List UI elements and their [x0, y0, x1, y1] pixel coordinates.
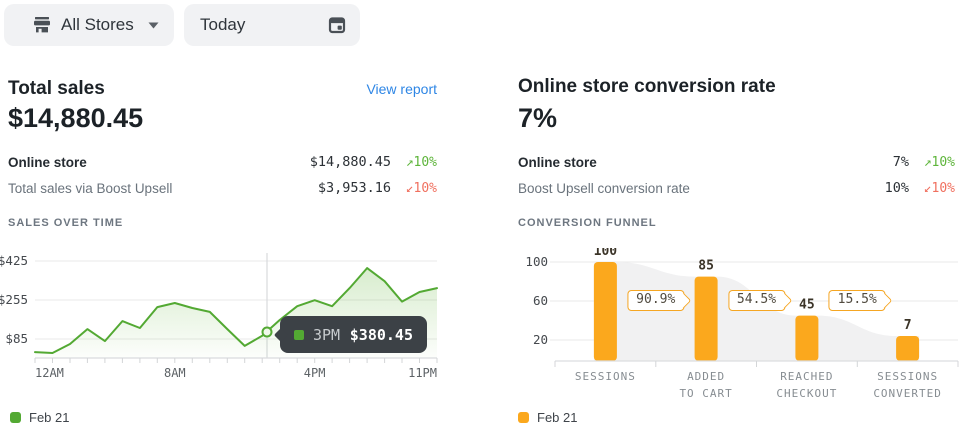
svg-text:8AM: 8AM: [164, 366, 186, 380]
tooltip-time: 3PM: [313, 325, 341, 344]
metric-label: Online store: [518, 154, 597, 170]
tooltip-value: $380.45: [349, 325, 413, 344]
metric-value: $3,953.16: [317, 180, 391, 196]
date-filter-label: Today: [200, 15, 246, 34]
svg-text:REACHED: REACHED: [780, 370, 833, 383]
svg-text:ADDED: ADDED: [687, 370, 725, 383]
funnel-bar-value: 45: [799, 298, 815, 313]
sales-line-series: [34, 267, 438, 354]
chart-tooltip: 3PM $380.45: [280, 316, 427, 353]
store-filter-label: All Stores: [61, 15, 134, 34]
funnel-bar-value: 85: [698, 259, 714, 274]
total-sales-title: Total sales: [8, 78, 105, 99]
calendar-icon: [328, 17, 346, 34]
funnel-chart-caption: CONVERSION FUNNEL: [518, 217, 657, 229]
svg-text:TO CART: TO CART: [679, 387, 732, 400]
x-axis-ticks: [34, 358, 438, 363]
view-report-link[interactable]: View report: [366, 81, 437, 97]
date-filter-button[interactable]: Today: [184, 4, 360, 46]
svg-text:$425: $425: [0, 253, 28, 268]
svg-text:11PM: 11PM: [408, 366, 437, 380]
svg-text:SESSIONS: SESSIONS: [575, 370, 636, 383]
funnel-backdrop-area: [593, 262, 920, 361]
conversion-rate-value: 7%: [518, 103, 558, 133]
funnel-bar[interactable]: [694, 276, 718, 361]
metric-label: Total sales via Boost Upsell: [8, 180, 173, 196]
metric-row: Boost Upsell conversion rate 10% ↙10%: [518, 175, 955, 201]
metric-row: Online store 7% ↗10%: [518, 149, 955, 175]
hover-point: [261, 326, 273, 338]
sales-legend-swatch: [10, 412, 21, 423]
svg-text:CONVERTED: CONVERTED: [873, 387, 942, 400]
metric-value: 10%: [884, 180, 909, 196]
conversion-rate-title: Online store conversion rate: [518, 76, 776, 97]
svg-text:60: 60: [533, 293, 548, 308]
metric-change-down: ↙10%: [405, 180, 437, 196]
metric-change-up: ↗10%: [405, 154, 437, 170]
funnel-bar[interactable]: [795, 315, 819, 361]
funnel-y-labels: 100 60 20: [525, 254, 548, 347]
svg-text:$85: $85: [5, 331, 28, 346]
storefront-icon: [34, 17, 50, 33]
conversion-funnel-chart[interactable]: 100 85 45 7 100 60 20 SESSIONS ADDED TO CART REA…: [505, 248, 960, 402]
metric-change-down: ↙10%: [923, 180, 955, 196]
conversion-rate-badge: 15.5%: [828, 290, 886, 311]
metric-value: 7%: [892, 154, 909, 170]
conversion-rate-badge: 90.9%: [627, 290, 685, 311]
sales-legend: Feb 21: [10, 410, 69, 425]
sales-legend-label: Feb 21: [29, 410, 70, 425]
funnel-bar[interactable]: [593, 262, 617, 361]
svg-text:12AM: 12AM: [35, 366, 64, 380]
funnel-bar-value: 7: [904, 318, 912, 333]
funnel-bar[interactable]: [896, 336, 920, 361]
metric-label: Boost Upsell conversion rate: [518, 180, 690, 196]
svg-text:$255: $255: [0, 292, 28, 307]
tooltip-series-swatch: [294, 329, 304, 340]
x-axis-labels: 12AM 8AM 4PM 11PM: [35, 366, 437, 380]
funnel-axis-ticks: [554, 361, 959, 367]
conversion-breakdown: Online store 7% ↗10% Boost Upsell conversio…: [518, 149, 955, 201]
store-filter-button[interactable]: All Stores: [4, 4, 174, 46]
y-axis-labels: $425 $255 $85: [0, 253, 28, 346]
metric-label: Online store: [8, 154, 87, 170]
sales-chart-caption: SALES OVER TIME: [8, 217, 124, 229]
funnel-legend-swatch: [518, 412, 529, 423]
funnel-bar-value: 100: [594, 248, 618, 259]
chevron-down-icon: [148, 22, 159, 28]
funnel-bars: 100 85 45 7: [593, 248, 920, 361]
svg-text:SESSIONS: SESSIONS: [877, 370, 938, 383]
metric-change-up: ↗10%: [923, 154, 955, 170]
svg-text:100: 100: [525, 254, 548, 269]
svg-text:20: 20: [533, 332, 548, 347]
metric-value: $14,880.45: [309, 154, 391, 170]
metric-row: Total sales via Boost Upsell $3,953.16 ↙10…: [8, 175, 437, 201]
conversion-rate-badge: 54.5%: [727, 290, 786, 311]
svg-text:CHECKOUT: CHECKOUT: [776, 387, 837, 400]
svg-text:4PM: 4PM: [304, 366, 326, 380]
metric-row: Online store $14,880.45 ↗10%: [8, 149, 437, 175]
total-sales-breakdown: Online store $14,880.45 ↗10% Total sales vi…: [8, 149, 437, 201]
funnel-legend-label: Feb 21: [537, 410, 578, 425]
funnel-legend: Feb 21: [518, 410, 577, 425]
funnel-category-labels: SESSIONS ADDED TO CART REACHED CHECKOUT SESSI…: [575, 370, 942, 400]
total-sales-value: $14,880.45: [8, 103, 144, 133]
